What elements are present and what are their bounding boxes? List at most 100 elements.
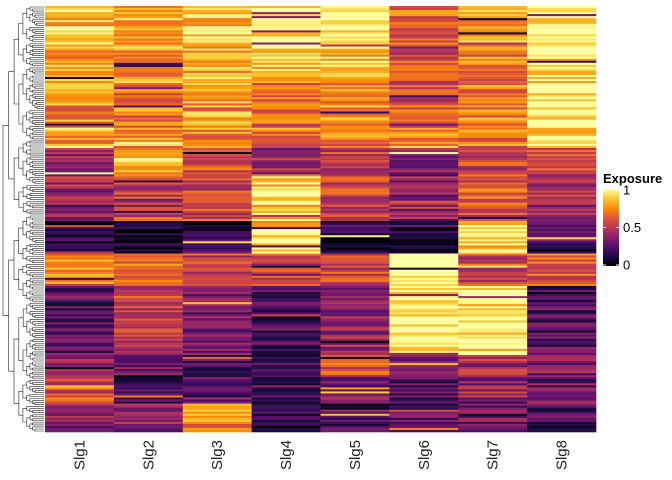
- heatmap-cell: [527, 8, 597, 11]
- heatmap-cell: [389, 320, 459, 323]
- heatmap-cell: [320, 352, 390, 356]
- heatmap-cell: [458, 36, 528, 39]
- heatmap-cell: [320, 379, 390, 382]
- heatmap-cell: [251, 283, 321, 287]
- heatmap-cell: [182, 8, 252, 11]
- heatmap-cell: [182, 403, 252, 406]
- heatmap-cell: [458, 184, 528, 187]
- heatmap-cell: [251, 178, 321, 181]
- heatmap-cell: [113, 158, 184, 161]
- heatmap-cell: [45, 150, 115, 153]
- heatmap-cell: [45, 296, 115, 299]
- heatmap-cell: [458, 324, 528, 327]
- heatmap-cell: [458, 383, 528, 386]
- heatmap-cell: [113, 148, 184, 151]
- heatmap-cell: [389, 182, 459, 185]
- heatmap-cell: [251, 385, 321, 388]
- heatmap-cell: [320, 64, 390, 68]
- heatmap-cell: [458, 77, 528, 80]
- row-dendrogram: [2, 6, 44, 432]
- heatmap-cell: [182, 348, 252, 352]
- heatmap-cell: [251, 60, 321, 64]
- heatmap-cell: [113, 40, 184, 43]
- heatmap-cell: [45, 81, 115, 84]
- heatmap-cell: [113, 77, 184, 80]
- heatmap-cell: [458, 8, 528, 11]
- heatmap-cell: [458, 107, 528, 110]
- heatmap-cell: [251, 40, 321, 43]
- heatmap-cell: [320, 24, 390, 27]
- heatmap-cell: [320, 174, 390, 177]
- heatmap-cell: [182, 141, 252, 145]
- heatmap-cell: [527, 227, 597, 230]
- heatmap-cell: [182, 287, 252, 291]
- heatmap-cell: [45, 395, 115, 398]
- heatmap-cell: [182, 97, 252, 100]
- heatmap-cell: [182, 79, 252, 82]
- heatmap-cell: [251, 28, 321, 31]
- heatmap-cell: [527, 196, 597, 200]
- heatmap-cell: [45, 283, 115, 287]
- heatmap-cell: [113, 26, 184, 29]
- heatmap-cell: [182, 221, 252, 224]
- heatmap-cell: [458, 332, 528, 335]
- heatmap-cell: [182, 330, 252, 333]
- heatmap-cell: [527, 300, 597, 303]
- heatmap-cell: [320, 318, 390, 321]
- heatmap-cell: [113, 251, 184, 254]
- heatmap-cell: [320, 196, 390, 200]
- heatmap-cell: [113, 227, 184, 230]
- heatmap-cell: [182, 117, 252, 120]
- heatmap-cell: [527, 381, 597, 384]
- heatmap-cell: [389, 186, 459, 189]
- heatmap-cell: [251, 369, 321, 372]
- heatmap-cell: [182, 154, 252, 157]
- heatmap-cell: [389, 107, 459, 110]
- heatmap-cell: [251, 326, 321, 329]
- heatmap-cell: [45, 427, 115, 431]
- heatmap-cell: [320, 275, 390, 279]
- heatmap-cell: [458, 369, 528, 372]
- heatmap-cell: [113, 385, 184, 388]
- heatmap-cell: [251, 141, 321, 145]
- heatmap-cell: [458, 245, 528, 248]
- heatmap-cell: [251, 168, 321, 171]
- heatmap-cell: [182, 429, 252, 433]
- heatmap-cell: [458, 342, 528, 346]
- heatmap-cell: [320, 83, 390, 86]
- heatmap-cell: [182, 237, 252, 240]
- heatmap-cell: [113, 16, 184, 19]
- heatmap-cell: [389, 117, 459, 120]
- heatmap-cell: [320, 409, 390, 413]
- heatmap-cell: [45, 119, 115, 122]
- heatmap-cell: [527, 377, 597, 380]
- heatmap-cell: [182, 28, 252, 31]
- heatmap-cell: [389, 269, 459, 273]
- heatmap-cell: [527, 48, 597, 51]
- heatmap-cell: [389, 316, 459, 319]
- heatmap-cell: [527, 137, 597, 141]
- heatmap-cell: [182, 10, 252, 13]
- heatmap-cell: [320, 89, 390, 92]
- heatmap-cell: [458, 50, 528, 53]
- heatmap-cell: [251, 125, 321, 129]
- heatmap-cell: [251, 30, 321, 33]
- heatmap-cell: [45, 95, 115, 98]
- heatmap-cell: [527, 166, 597, 169]
- heatmap-cell: [458, 40, 528, 43]
- heatmap-cell: [458, 427, 528, 431]
- heatmap-cell: [251, 352, 321, 356]
- heatmap-cell: [389, 239, 459, 242]
- heatmap-cell: [45, 24, 115, 27]
- heatmap-cell: [458, 196, 528, 200]
- heatmap-cell: [251, 188, 321, 191]
- heatmap-cell: [458, 302, 528, 305]
- heatmap-cell: [458, 97, 528, 100]
- heatmap-cell: [45, 423, 115, 427]
- heatmap-cell: [458, 162, 528, 165]
- heatmap-cell: [113, 196, 184, 200]
- heatmap-cell: [113, 46, 184, 49]
- heatmap-cell: [182, 174, 252, 177]
- heatmap-cell: [527, 123, 597, 126]
- heatmap-cell: [182, 54, 252, 58]
